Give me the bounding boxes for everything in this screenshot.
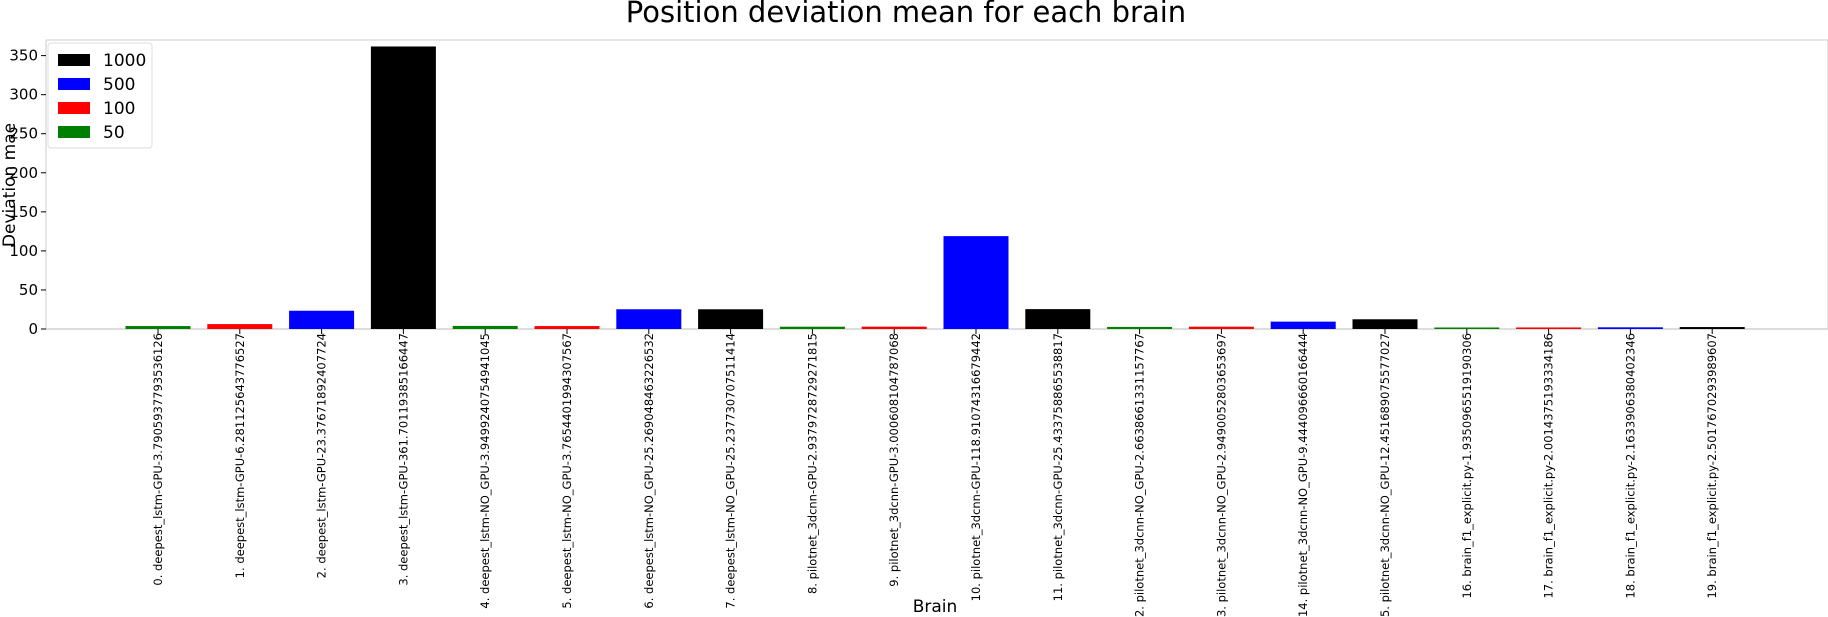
x-tick-label: 19. brain_f1_explicit.py-2.5017670293989… [1705, 333, 1719, 599]
bar [125, 326, 191, 329]
x-tick-label: 0. deepest_lstm-GPU-3.7905937793536126 [151, 333, 165, 586]
legend-label: 50 [103, 123, 125, 143]
legend-swatch [58, 126, 90, 138]
x-tick-label: 13. pilotnet_3dcnn-NO_GPU-2.949005280365… [1214, 333, 1228, 617]
legend-label: 100 [103, 99, 135, 119]
x-tick-label: 7. deepest_lstm-NO_GPU-25.23773070751141… [724, 333, 738, 609]
x-tick-label: 10. pilotnet_3dcnn-GPU-118.9107431667944… [969, 333, 983, 601]
bar [534, 326, 600, 329]
y-tick-label: 300 [9, 86, 38, 104]
legend-label: 1000 [103, 51, 146, 71]
bar [1679, 327, 1745, 329]
y-tick-label: 350 [9, 47, 38, 65]
x-tick-label: 2. deepest_lstm-GPU-23.37671892407724 [315, 333, 329, 578]
y-tick-label: 100 [9, 242, 38, 260]
legend-swatch [58, 78, 90, 90]
x-axis-ticks: 0. deepest_lstm-GPU-3.7905937793536126 1.… [151, 329, 1719, 617]
x-tick-label: 8. pilotnet_3dcnn-GPU-2.9379728729271815 [805, 333, 819, 594]
bar [289, 310, 355, 329]
y-tick-label: 50 [19, 281, 38, 299]
x-tick-label: 11. pilotnet_3dcnn-GPU-25.43375886553881… [1051, 333, 1065, 601]
bar [370, 46, 436, 329]
x-tick-label: 16. brain_f1_explicit.py-1.9350965519190… [1460, 333, 1474, 599]
y-axis-ticks: 0 50 100 150 200 250 300 350 [9, 47, 46, 338]
chart-title: Position deviation mean for each brain [626, 0, 1186, 29]
x-tick-label: 3. deepest_lstm-GPU-361.70119385166447 [396, 333, 410, 586]
x-tick-label: 6. deepest_lstm-NO_GPU-25.26904846322653… [642, 333, 656, 609]
x-tick-label: 12. pilotnet_3dcnn-NO_GPU-2.663866133115… [1133, 333, 1147, 617]
bar [1270, 321, 1336, 329]
bar [1025, 309, 1091, 329]
bar [1188, 326, 1254, 329]
bar [1597, 327, 1663, 329]
x-axis-label: Brain [913, 597, 958, 617]
y-axis-label: Deviation mae [0, 123, 20, 247]
bars [46, 46, 1828, 330]
legend-label: 500 [103, 75, 135, 95]
y-tick-label: 200 [9, 164, 38, 182]
plot-frame [45, 39, 1828, 330]
bar [1107, 326, 1173, 329]
y-tick-label: 0 [28, 320, 38, 338]
x-tick-label: 4. deepest_lstm-NO_GPU-3.949924075494104… [478, 333, 492, 609]
x-tick-label: 17. brain_f1_explicit.py-2.0014375193334… [1542, 333, 1556, 599]
x-tick-label: 1. deepest_lstm-GPU-6.281125643776527 [233, 333, 247, 578]
legend-swatch [58, 54, 90, 66]
bar [943, 236, 1009, 329]
x-tick-label: 18. brain_f1_explicit.py-2.1633906380402… [1623, 333, 1637, 599]
x-tick-label: 15. pilotnet_3dcnn-NO_GPU-12.45168907557… [1378, 333, 1392, 617]
bar [1434, 327, 1500, 329]
bar [1516, 327, 1582, 329]
x-tick-label: 9. pilotnet_3dcnn-GPU-3.000608104787068 [887, 333, 901, 587]
x-tick-label: 14. pilotnet_3dcnn-NO_GPU-9.444096660166… [1296, 333, 1310, 617]
bar [207, 324, 273, 329]
bar [452, 325, 518, 329]
legend-box [47, 42, 153, 149]
y-tick-label: 150 [9, 203, 38, 221]
legend: 1000 500 100 50 [47, 42, 153, 149]
bar [779, 326, 845, 329]
bar [861, 326, 927, 329]
legend-swatch [58, 102, 90, 114]
bar [616, 309, 682, 329]
bar [698, 309, 764, 329]
bar [1352, 319, 1418, 329]
x-tick-label: 5. deepest_lstm-NO_GPU-3.765440199430756… [560, 333, 574, 609]
y-tick-label: 250 [9, 125, 38, 143]
